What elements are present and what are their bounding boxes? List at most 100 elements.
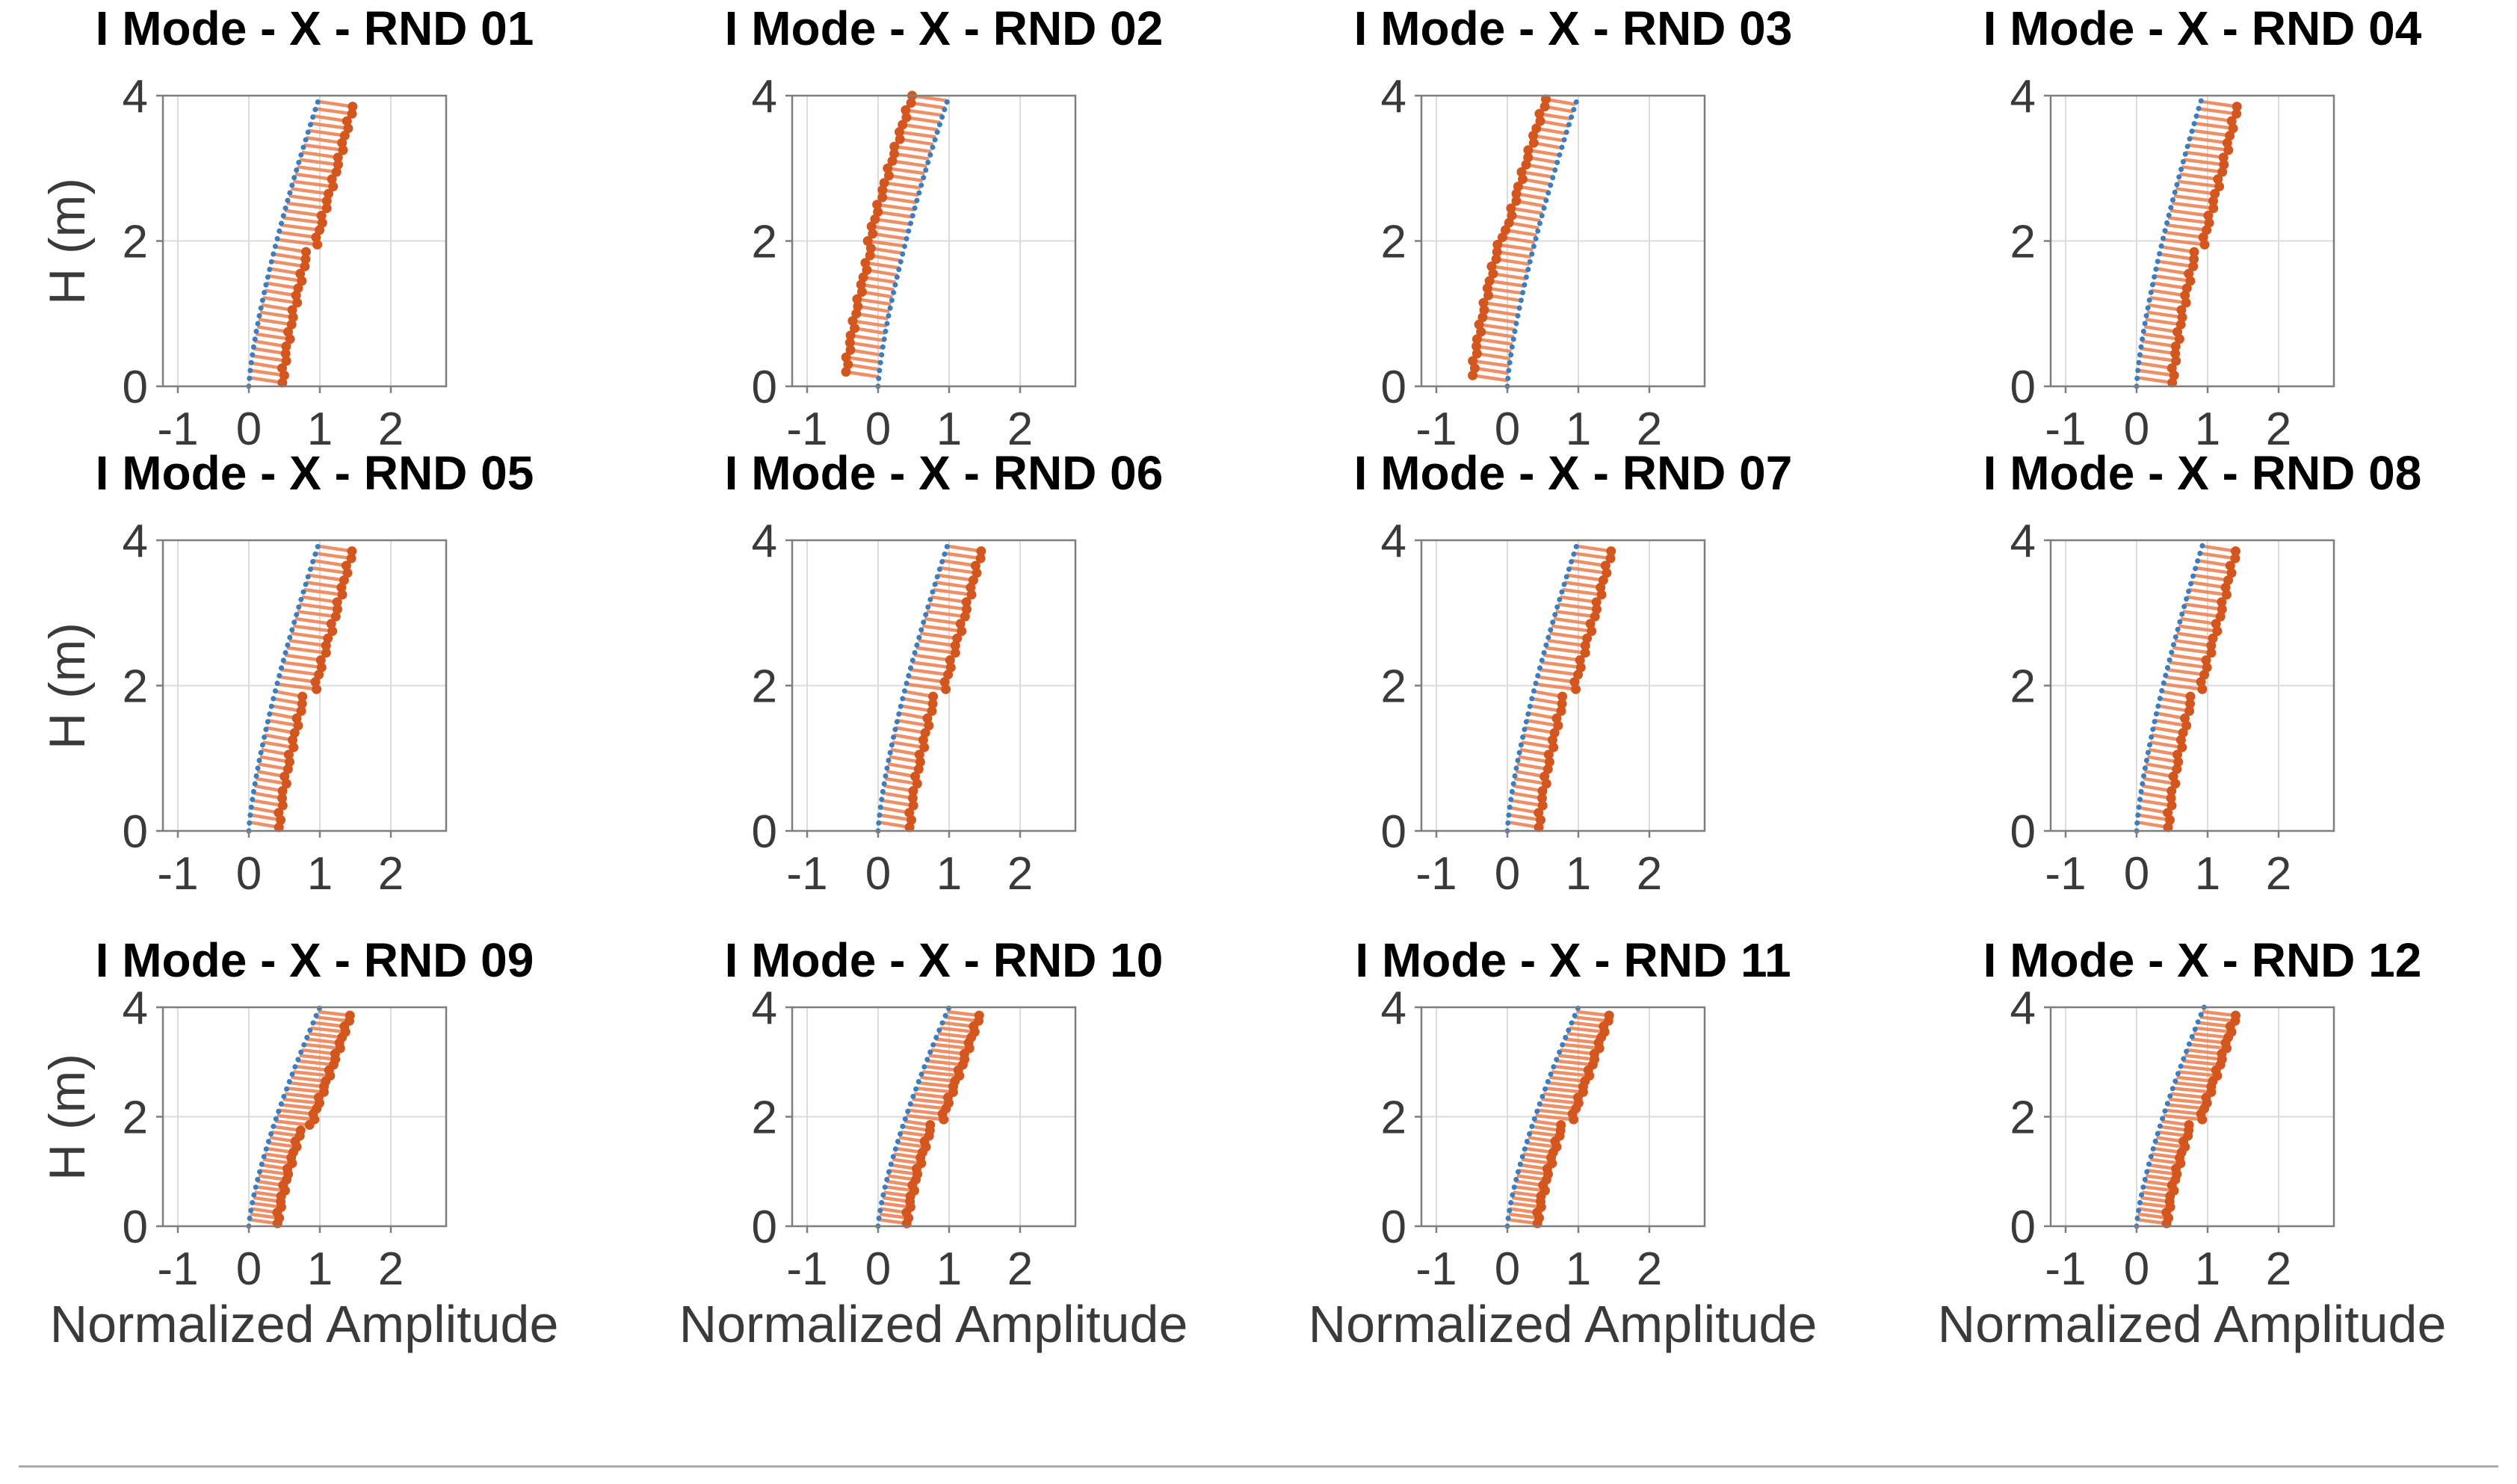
x-tick-label: 0 (236, 848, 262, 900)
identified-mode-dot (1477, 312, 1488, 323)
identified-mode-dot (1537, 800, 1548, 811)
identified-mode-dot (974, 1010, 984, 1021)
identified-mode-dot (327, 174, 337, 185)
identified-mode-dot (321, 648, 331, 658)
identified-mode-dot (2170, 348, 2181, 359)
x-tick-label: 0 (1495, 848, 1520, 900)
subplot-title: I Mode - X - RND 05 (95, 446, 534, 500)
identified-mode-dot (1491, 254, 1501, 265)
identified-mode-dot (280, 771, 290, 782)
identified-mode-dot (907, 793, 918, 803)
y-tick-label: 4 (752, 516, 777, 567)
identified-mode-dot (851, 309, 862, 319)
x-tick-label: 2 (2266, 848, 2291, 900)
identified-mode-dot (310, 677, 321, 687)
identified-mode-dot (860, 258, 871, 268)
identified-mode-dot (282, 764, 293, 774)
reference-mode-line (1504, 93, 1581, 389)
x-tick-label: 0 (236, 404, 262, 455)
subplot-title: I Mode - X - RND 09 (95, 933, 534, 987)
identified-mode-dot (1501, 225, 1510, 235)
identified-mode-dot (1557, 699, 1567, 709)
identified-mode-dot (2170, 341, 2181, 351)
identified-mode-dot (277, 786, 288, 796)
identified-mode-dot (1513, 182, 1523, 192)
identified-mode-dot (321, 196, 332, 206)
identified-mode-dot (297, 699, 307, 709)
identified-mode-dot (324, 188, 334, 199)
identified-mode-dot (1604, 1010, 1614, 1021)
identified-mode-dot (924, 720, 934, 731)
x-tick-label: 2 (1637, 848, 1662, 900)
x-axis-label: Normalized Amplitude (1308, 1295, 1818, 1353)
identified-mode-dot (337, 590, 348, 600)
identified-mode-hatch-segments (845, 93, 948, 379)
identified-mode-dot (274, 808, 284, 818)
subplot-title: I Mode - X - RND 12 (1983, 933, 2422, 987)
identified-mode-dot (281, 356, 291, 366)
identified-mode-dot (317, 217, 327, 228)
identified-mode-dot (1590, 611, 1600, 622)
identified-mode-dot (1553, 720, 1563, 731)
identified-mode-dot (2212, 626, 2223, 637)
identified-mode-dot (2199, 239, 2210, 250)
identified-mode-dot (877, 185, 888, 195)
identified-mode-dot (2208, 633, 2218, 643)
identified-mode-dot (2217, 167, 2228, 177)
bottom-divider-line (19, 1465, 2498, 1468)
subplot-title: I Mode - X - RND 01 (95, 1, 534, 55)
identified-mode-dot (2208, 196, 2218, 206)
identified-mode-dot (1539, 102, 1550, 112)
subplot-title: I Mode - X - RND 02 (724, 1, 1164, 55)
reference-mode-line (2134, 1004, 2207, 1229)
identified-mode-dot (285, 757, 294, 767)
identified-mode-dot (1492, 247, 1502, 257)
identified-mode-dot (326, 619, 336, 629)
x-tick-label: 1 (1566, 848, 1591, 900)
identified-mode-dot (2166, 793, 2176, 803)
identified-mode-dot (1474, 319, 1484, 330)
identified-mode-dot (321, 203, 332, 214)
identified-mode-dot (1548, 742, 1559, 752)
identified-mode-dot (347, 108, 357, 119)
identified-mode-dot (1483, 290, 1493, 300)
identified-mode-dot (300, 262, 310, 271)
identified-mode-dot (2228, 123, 2238, 134)
y-tick-label: 2 (752, 217, 777, 268)
identified-mode-dot (2230, 553, 2240, 563)
subplot-title: I Mode - X - RND 06 (724, 446, 1164, 500)
identified-mode-dot (845, 330, 856, 341)
identified-mode-dot (2211, 619, 2221, 629)
identified-mode-dot (2172, 764, 2182, 774)
identified-mode-dot (841, 367, 851, 377)
identified-mode-dot (277, 793, 287, 803)
identified-mode-dot (2181, 720, 2192, 731)
subplot-title: I Mode - X - RND 08 (1983, 446, 2422, 500)
identified-mode-dot (853, 301, 863, 312)
identified-mode-dot (2175, 319, 2186, 330)
identified-mode-dot (341, 560, 351, 571)
y-tick-label: 2 (123, 661, 148, 713)
identified-mode-dot (852, 294, 862, 304)
identified-mode-dot (939, 677, 950, 687)
y-tick-label: 4 (752, 71, 777, 123)
identified-mode-hatch-segments (2137, 1010, 2236, 1225)
identified-mode-dot (333, 159, 343, 170)
identified-mode-hatch-segments (2137, 544, 2236, 829)
identified-mode-dot (2178, 728, 2188, 738)
identified-mode-dot (311, 232, 321, 243)
x-tick-label: -1 (157, 1243, 198, 1295)
identified-mode-dot (2208, 203, 2219, 214)
y-tick-label: 4 (2010, 71, 2036, 123)
identified-mode-dot (915, 757, 925, 767)
identified-mode-dot (2202, 662, 2212, 673)
y-tick-label: 0 (752, 362, 777, 413)
identified-mode-dot (1486, 262, 1497, 271)
identified-mode-dot (1523, 145, 1534, 155)
identified-mode-dot (277, 800, 288, 811)
y-tick-label: 0 (2010, 1202, 2036, 1253)
